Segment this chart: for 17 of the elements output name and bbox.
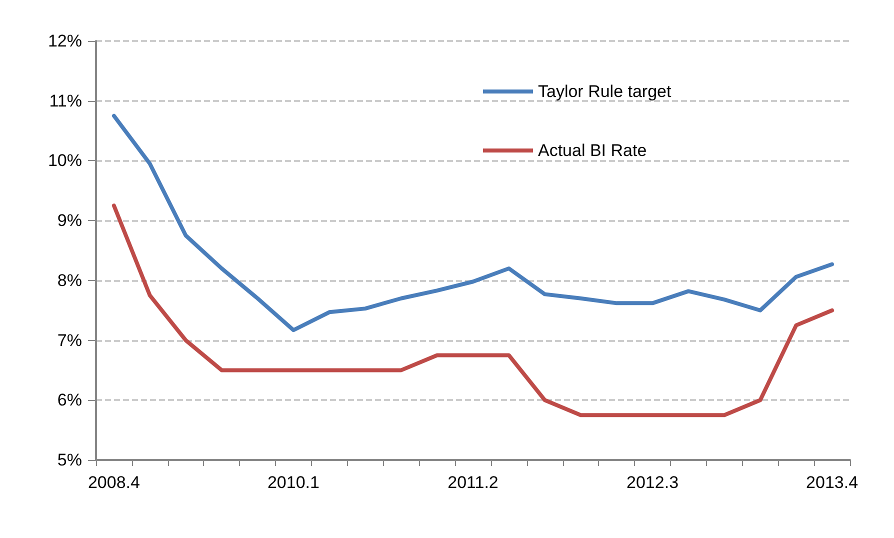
line-series: [112, 114, 834, 332]
y-tick-label: 9%: [57, 211, 82, 230]
x-tick-label: 2011.2: [448, 473, 498, 492]
legend-label: Taylor Rule target: [538, 82, 672, 101]
y-tick-label: 7%: [57, 330, 82, 350]
y-tick-label: 5%: [57, 450, 82, 470]
x-tick-label: 2012.3: [626, 473, 679, 492]
legend-label: Actual BI Rate: [538, 141, 647, 160]
y-tick-label: 11%: [49, 91, 82, 110]
line-series: [112, 204, 834, 418]
x-tick-label: 2008.4: [88, 473, 140, 492]
y-tick-label: 12%: [48, 32, 82, 50]
y-tick-label: 6%: [57, 390, 82, 410]
y-tick-label: 10%: [48, 151, 82, 170]
y-tick-label: 8%: [57, 270, 82, 290]
x-tick-label: 2010.1: [267, 473, 320, 492]
x-tick-label: 2013.4: [806, 473, 858, 492]
